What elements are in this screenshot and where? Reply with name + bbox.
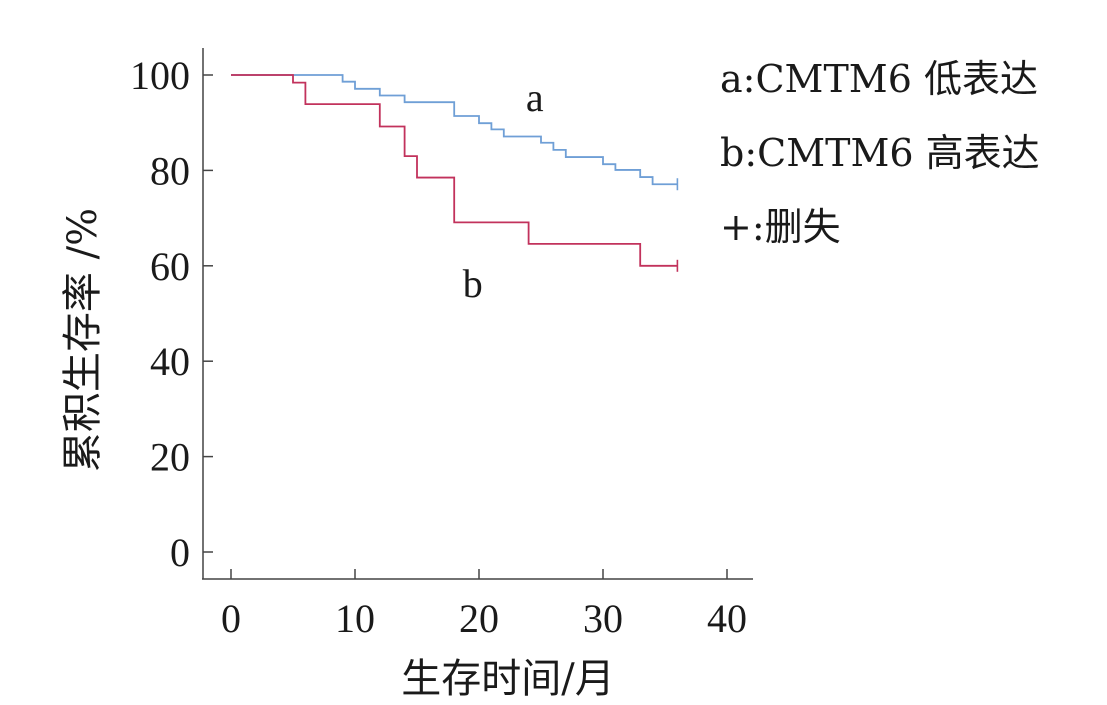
curve-label-b: b <box>463 261 483 306</box>
series-group: ab <box>231 74 679 306</box>
y-axis-label: 累积生存率 /% <box>60 208 106 472</box>
legend-item-b: b:CMTM6 高表达 <box>720 131 1040 175</box>
x-tick-label: 10 <box>335 596 375 641</box>
survival-curve-a <box>231 74 678 186</box>
x-axis-label: 生存时间/月 <box>401 656 614 702</box>
y-tick-label: 60 <box>150 244 190 289</box>
y-tick-label: 80 <box>150 148 190 193</box>
legend-item-a: a:CMTM6 低表达 <box>720 57 1038 101</box>
y-tick-label: 0 <box>170 530 190 575</box>
survival-curve-b <box>231 74 678 267</box>
x-tick-label: 20 <box>459 596 499 641</box>
y-tick-label: 100 <box>130 53 190 98</box>
x-tick-label: 30 <box>583 596 623 641</box>
y-tick-label: 20 <box>150 435 190 480</box>
legend-item-censored: +:删失 <box>720 205 841 249</box>
curve-label-a: a <box>526 75 544 120</box>
y-tick-label: 40 <box>150 339 190 384</box>
x-tick-label: 0 <box>221 596 241 641</box>
axes: 0 20 40 60 80 100 0 10 20 30 40 <box>130 48 753 641</box>
x-tick-label: 40 <box>707 596 747 641</box>
